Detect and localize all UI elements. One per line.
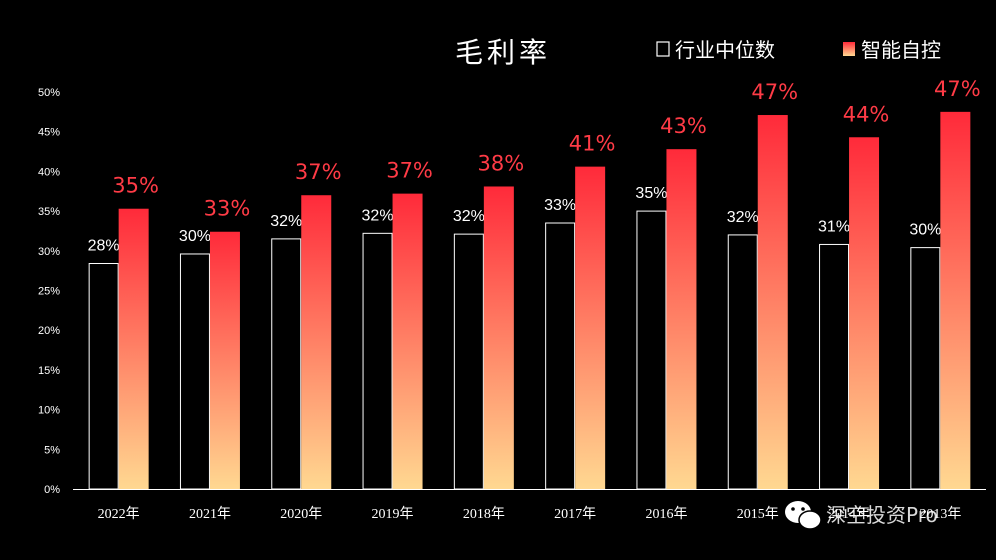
bars-group: 28% 35% 30% 33% 32% 37% 32% 37% 32% 38% 33% 41% 35% 4… bbox=[88, 77, 981, 490]
data-label-median: 30% bbox=[909, 222, 941, 239]
bar-robot bbox=[757, 115, 788, 489]
bar-robot bbox=[483, 186, 514, 489]
data-label-robot: 47% bbox=[934, 77, 981, 101]
bar-median bbox=[636, 210, 667, 490]
data-label-median: 35% bbox=[635, 185, 667, 202]
x-tick-label: 2014年 bbox=[828, 506, 870, 522]
bar-median bbox=[819, 243, 850, 490]
x-tick-label: 2016年 bbox=[645, 506, 687, 522]
watermark: 深空投资Pro bbox=[785, 501, 938, 530]
bar-robot bbox=[666, 149, 697, 489]
legend-swatch-robot bbox=[843, 42, 855, 56]
data-label-median: 32% bbox=[362, 207, 394, 224]
y-tick-label: 30% bbox=[38, 246, 60, 258]
data-label-median: 31% bbox=[818, 218, 850, 235]
watermark-text: 深空投资Pro bbox=[826, 503, 938, 527]
data-label-robot: 41% bbox=[569, 132, 616, 156]
data-label-median: 32% bbox=[453, 208, 485, 225]
data-label-robot: 43% bbox=[660, 114, 707, 138]
chart-title: 毛利率 bbox=[455, 36, 551, 69]
y-axis: 0% 5% 10% 15% 20% 25% 30% 35% 40% 45% 50% bbox=[38, 87, 60, 496]
y-tick-label: 35% bbox=[38, 206, 60, 218]
bar-robot bbox=[849, 137, 880, 489]
legend-label-median: 行业中位数 bbox=[675, 38, 775, 62]
data-label-median: 32% bbox=[727, 209, 759, 226]
legend-label-robot: 智能自控 bbox=[861, 38, 941, 62]
x-tick-label: 2020年 bbox=[280, 506, 322, 522]
bar-robot bbox=[392, 193, 423, 489]
x-tick-label: 2015年 bbox=[737, 506, 779, 522]
y-tick-label: 5% bbox=[44, 444, 60, 456]
data-label-robot: 35% bbox=[112, 174, 159, 198]
x-tick-label: 2019年 bbox=[372, 506, 414, 522]
x-tick-label: 2021年 bbox=[189, 506, 231, 522]
bar-median bbox=[545, 222, 576, 490]
data-label-median: 30% bbox=[179, 228, 211, 245]
y-tick-label: 25% bbox=[38, 286, 60, 298]
x-tick-label: 2017年 bbox=[554, 506, 596, 522]
y-tick-label: 20% bbox=[38, 325, 60, 337]
y-tick-label: 15% bbox=[38, 365, 60, 377]
bar-median bbox=[727, 234, 758, 490]
y-tick-label: 50% bbox=[38, 87, 60, 99]
data-label-robot: 33% bbox=[204, 197, 251, 221]
x-tick-label: 2013年 bbox=[919, 506, 961, 522]
bar-median bbox=[453, 233, 484, 490]
legend-swatch-median bbox=[656, 41, 670, 57]
y-tick-label: 45% bbox=[38, 127, 60, 139]
bar-median bbox=[362, 232, 393, 490]
bar-robot bbox=[118, 208, 149, 489]
bar-median bbox=[271, 238, 302, 490]
bar-median bbox=[910, 247, 941, 490]
bar-robot bbox=[575, 166, 606, 490]
data-label-robot: 44% bbox=[843, 102, 890, 126]
bar-robot bbox=[940, 111, 971, 489]
bar-median bbox=[88, 263, 119, 490]
data-label-median: 33% bbox=[544, 197, 576, 214]
x-tick-label: 2018年 bbox=[463, 506, 505, 522]
data-label-robot: 38% bbox=[478, 151, 525, 175]
y-tick-label: 10% bbox=[38, 405, 60, 417]
x-axis: 2022年 2021年 2020年 2019年 2018年 2017年 2016年 2015年… bbox=[73, 489, 986, 522]
data-label-median: 28% bbox=[88, 238, 120, 255]
bar-robot bbox=[209, 231, 240, 489]
bar-robot bbox=[301, 195, 332, 489]
x-tick-label: 2022年 bbox=[98, 506, 140, 522]
data-label-robot: 37% bbox=[386, 159, 433, 183]
wechat-icon bbox=[785, 501, 822, 530]
data-label-robot: 37% bbox=[295, 160, 342, 184]
data-label-robot: 47% bbox=[751, 80, 798, 104]
bar-median bbox=[179, 253, 210, 490]
y-tick-label: 0% bbox=[44, 484, 60, 496]
data-label-median: 32% bbox=[270, 213, 302, 230]
y-tick-label: 40% bbox=[38, 166, 60, 178]
